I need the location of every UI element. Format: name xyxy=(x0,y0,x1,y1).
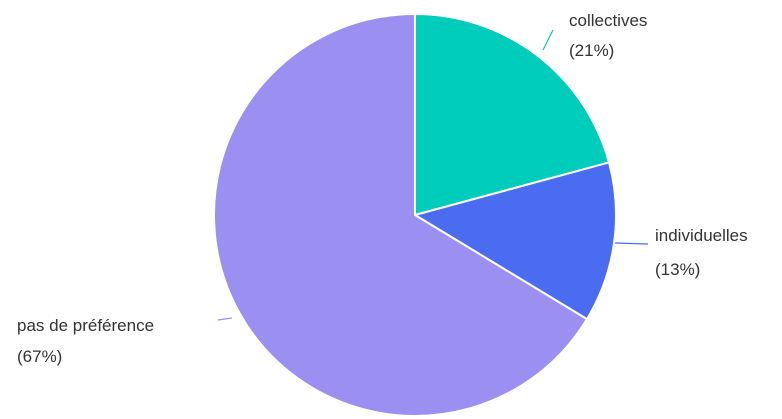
slice-label-percent: (13%) xyxy=(655,260,700,279)
pie-slice-individuelles xyxy=(414,161,617,321)
slice-label-name: pas de préférence xyxy=(17,316,154,335)
pie-slices xyxy=(213,13,617,417)
pie-labels: collectives (21%) individuelles (13%) pas de… xyxy=(17,11,748,366)
pie-slice-collectives xyxy=(414,13,611,216)
pie-slice-pas-de-preference xyxy=(213,13,588,417)
leader-line xyxy=(614,242,649,245)
slice-label-name: collectives xyxy=(569,11,647,30)
leader-line xyxy=(542,29,554,51)
slice-label-name: individuelles xyxy=(655,226,748,245)
slice-label-percent: (67%) xyxy=(17,347,62,366)
leader-line xyxy=(217,317,233,321)
slice-label-percent: (21%) xyxy=(569,41,614,60)
